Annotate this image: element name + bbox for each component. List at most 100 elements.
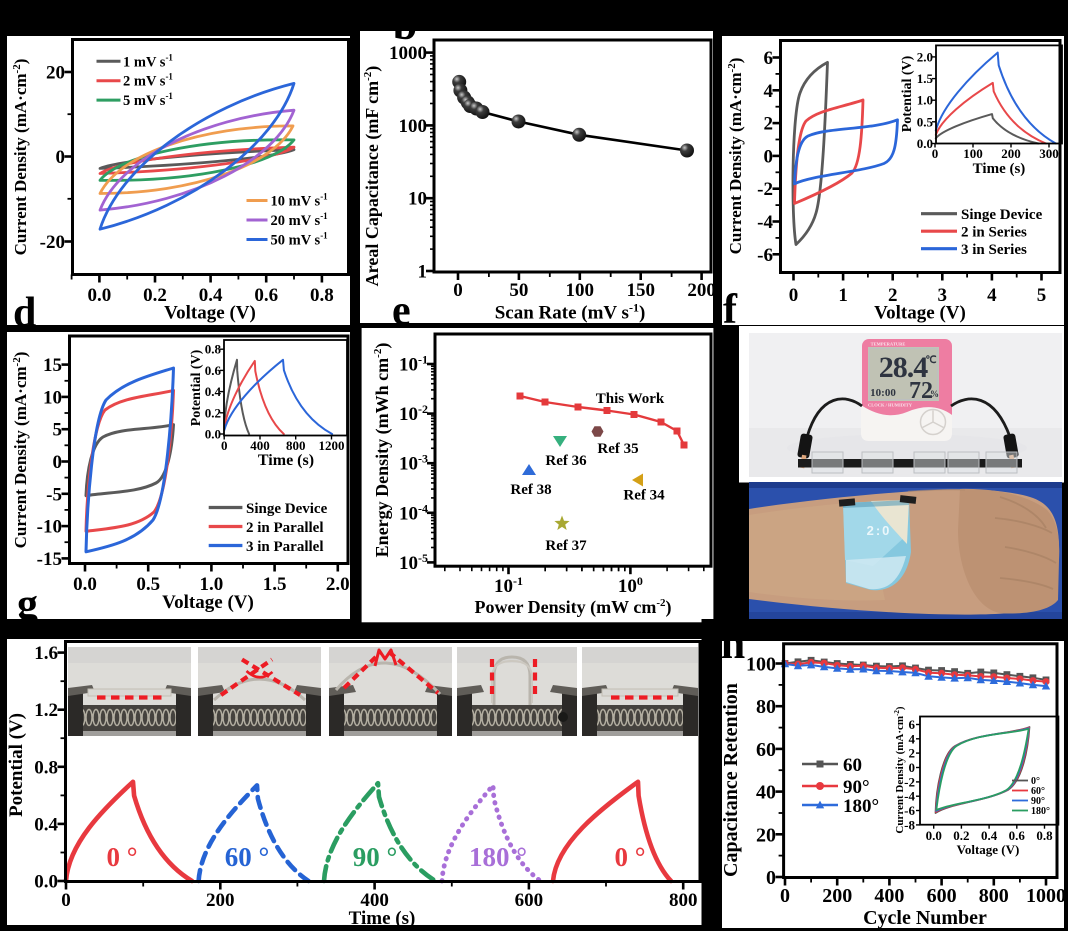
svg-text:Voltage (V): Voltage (V): [874, 303, 966, 324]
svg-text:60: 60: [843, 755, 862, 776]
svg-text:0: 0: [789, 285, 799, 306]
svg-text:0.0: 0.0: [73, 574, 97, 595]
svg-text:1000: 1000: [1026, 885, 1066, 907]
svg-text:1 mV s-1: 1 mV s-1: [123, 52, 173, 70]
svg-text:180°: 180°: [843, 796, 879, 817]
svg-text:60°: 60°: [1031, 786, 1045, 797]
svg-text:2 in Series: 2 in Series: [961, 225, 1027, 241]
svg-text:-6: -6: [757, 245, 773, 266]
svg-text:1: 1: [838, 285, 848, 306]
svg-text:Voltage (V): Voltage (V): [957, 842, 1020, 857]
svg-text:-2: -2: [904, 774, 915, 789]
svg-text:100: 100: [746, 654, 776, 676]
svg-text:200: 200: [1001, 146, 1021, 161]
svg-text:0.2: 0.2: [205, 405, 221, 420]
svg-text:6: 6: [909, 717, 916, 732]
svg-text:Time (s): Time (s): [349, 908, 416, 929]
svg-text:Energy Density (mWh cm-2): Energy Density (mWh cm-2): [372, 343, 393, 558]
svg-text:Ref 37: Ref 37: [545, 538, 587, 554]
svg-text:5: 5: [53, 420, 63, 441]
svg-text:0.5: 0.5: [136, 574, 160, 595]
svg-text:80: 80: [756, 696, 776, 718]
svg-text:400: 400: [360, 890, 389, 911]
svg-text:50 mV s-1: 50 mV s-1: [271, 231, 329, 249]
svg-text:72: 72: [909, 378, 933, 404]
svg-text:0.6: 0.6: [254, 285, 278, 306]
svg-text:200: 200: [206, 890, 235, 911]
svg-text:60 °: 60 °: [225, 842, 270, 872]
svg-text:0.0: 0.0: [926, 828, 942, 843]
svg-text:0.6: 0.6: [1009, 828, 1026, 843]
svg-text:-20: -20: [40, 232, 65, 253]
svg-text:0: 0: [932, 146, 939, 161]
svg-text:-10: -10: [37, 517, 62, 538]
svg-text:200: 200: [687, 280, 716, 301]
svg-text:800: 800: [669, 890, 698, 911]
svg-text:90 °: 90 °: [353, 842, 398, 872]
svg-text:20: 20: [46, 63, 65, 84]
svg-text:1200: 1200: [319, 438, 345, 453]
svg-text:Potential (V): Potential (V): [900, 55, 915, 132]
svg-text:0.2: 0.2: [143, 285, 167, 306]
svg-text:100: 100: [618, 574, 643, 597]
svg-text:300: 300: [1039, 146, 1059, 161]
svg-text:1.6: 1.6: [34, 643, 58, 664]
svg-text:0.8: 0.8: [1036, 828, 1053, 843]
svg-text:100: 100: [399, 116, 428, 137]
svg-text:6: 6: [764, 48, 774, 69]
svg-text:0: 0: [221, 438, 228, 453]
svg-text:Current Density (mA·cm-2): Current Density (mA·cm-2): [893, 706, 906, 834]
svg-text:-5: -5: [46, 484, 62, 505]
svg-text:3 in Parallel: 3 in Parallel: [246, 539, 324, 555]
svg-text:2.0: 2.0: [917, 49, 933, 64]
svg-text:0.4: 0.4: [981, 828, 998, 843]
svg-text:1.0: 1.0: [200, 574, 224, 595]
svg-text:-8: -8: [904, 817, 915, 832]
svg-text:Current Density (mA·cm-2): Current Density (mA·cm-2): [11, 59, 30, 256]
svg-text:3 in Series: 3 in Series: [961, 242, 1027, 258]
svg-text:4: 4: [764, 81, 774, 102]
svg-text:5: 5: [1037, 285, 1047, 306]
svg-text:10: 10: [408, 189, 427, 210]
svg-text:This Work: This Work: [596, 391, 665, 407]
svg-text:Cycle Number: Cycle Number: [863, 907, 987, 929]
svg-text:100: 100: [963, 146, 983, 161]
svg-text:0.0: 0.0: [34, 872, 58, 893]
svg-text:90°: 90°: [1031, 796, 1045, 807]
svg-text:0: 0: [764, 146, 774, 167]
svg-text:0: 0: [453, 280, 463, 301]
svg-text:0.8: 0.8: [34, 757, 58, 778]
svg-text:1.5: 1.5: [263, 574, 287, 595]
svg-text:℃: ℃: [925, 355, 936, 366]
svg-text:2.0: 2.0: [326, 574, 350, 595]
svg-text:-6: -6: [904, 803, 915, 818]
svg-text:Potential (V): Potential (V): [189, 349, 204, 426]
svg-text:Current Density (mA·cm-2): Current Density (mA·cm-2): [11, 352, 30, 549]
svg-text:0: 0: [56, 147, 66, 168]
svg-text:10:00: 10:00: [870, 387, 896, 399]
svg-text:4: 4: [909, 731, 916, 746]
svg-text:1000: 1000: [389, 43, 427, 64]
svg-text:2:0: 2:0: [867, 523, 892, 538]
svg-text:600: 600: [927, 885, 957, 907]
svg-text:20: 20: [756, 824, 776, 846]
svg-text:0°: 0°: [1031, 776, 1040, 787]
svg-text:Time (s): Time (s): [258, 452, 314, 469]
svg-text:%: %: [930, 389, 939, 399]
svg-text:Time (s): Time (s): [973, 161, 1026, 177]
svg-text:20 mV s-1: 20 mV s-1: [271, 211, 329, 229]
svg-text:0.4: 0.4: [199, 285, 223, 306]
svg-text:2: 2: [888, 285, 898, 306]
svg-text:200: 200: [822, 885, 852, 907]
svg-text:d: d: [13, 290, 36, 336]
svg-text:2 in Parallel: 2 in Parallel: [246, 520, 324, 536]
svg-text:0.4: 0.4: [34, 814, 58, 835]
svg-text:0: 0: [909, 760, 916, 775]
svg-text:Areal Capacitance (mF cm-2): Areal Capacitance (mF cm-2): [362, 66, 383, 287]
svg-text:0.0: 0.0: [205, 427, 221, 442]
svg-text:15: 15: [43, 355, 62, 376]
svg-text:2: 2: [764, 114, 774, 135]
svg-text:0.8: 0.8: [310, 285, 334, 306]
svg-text:f: f: [723, 287, 738, 333]
svg-text:60: 60: [756, 739, 776, 761]
